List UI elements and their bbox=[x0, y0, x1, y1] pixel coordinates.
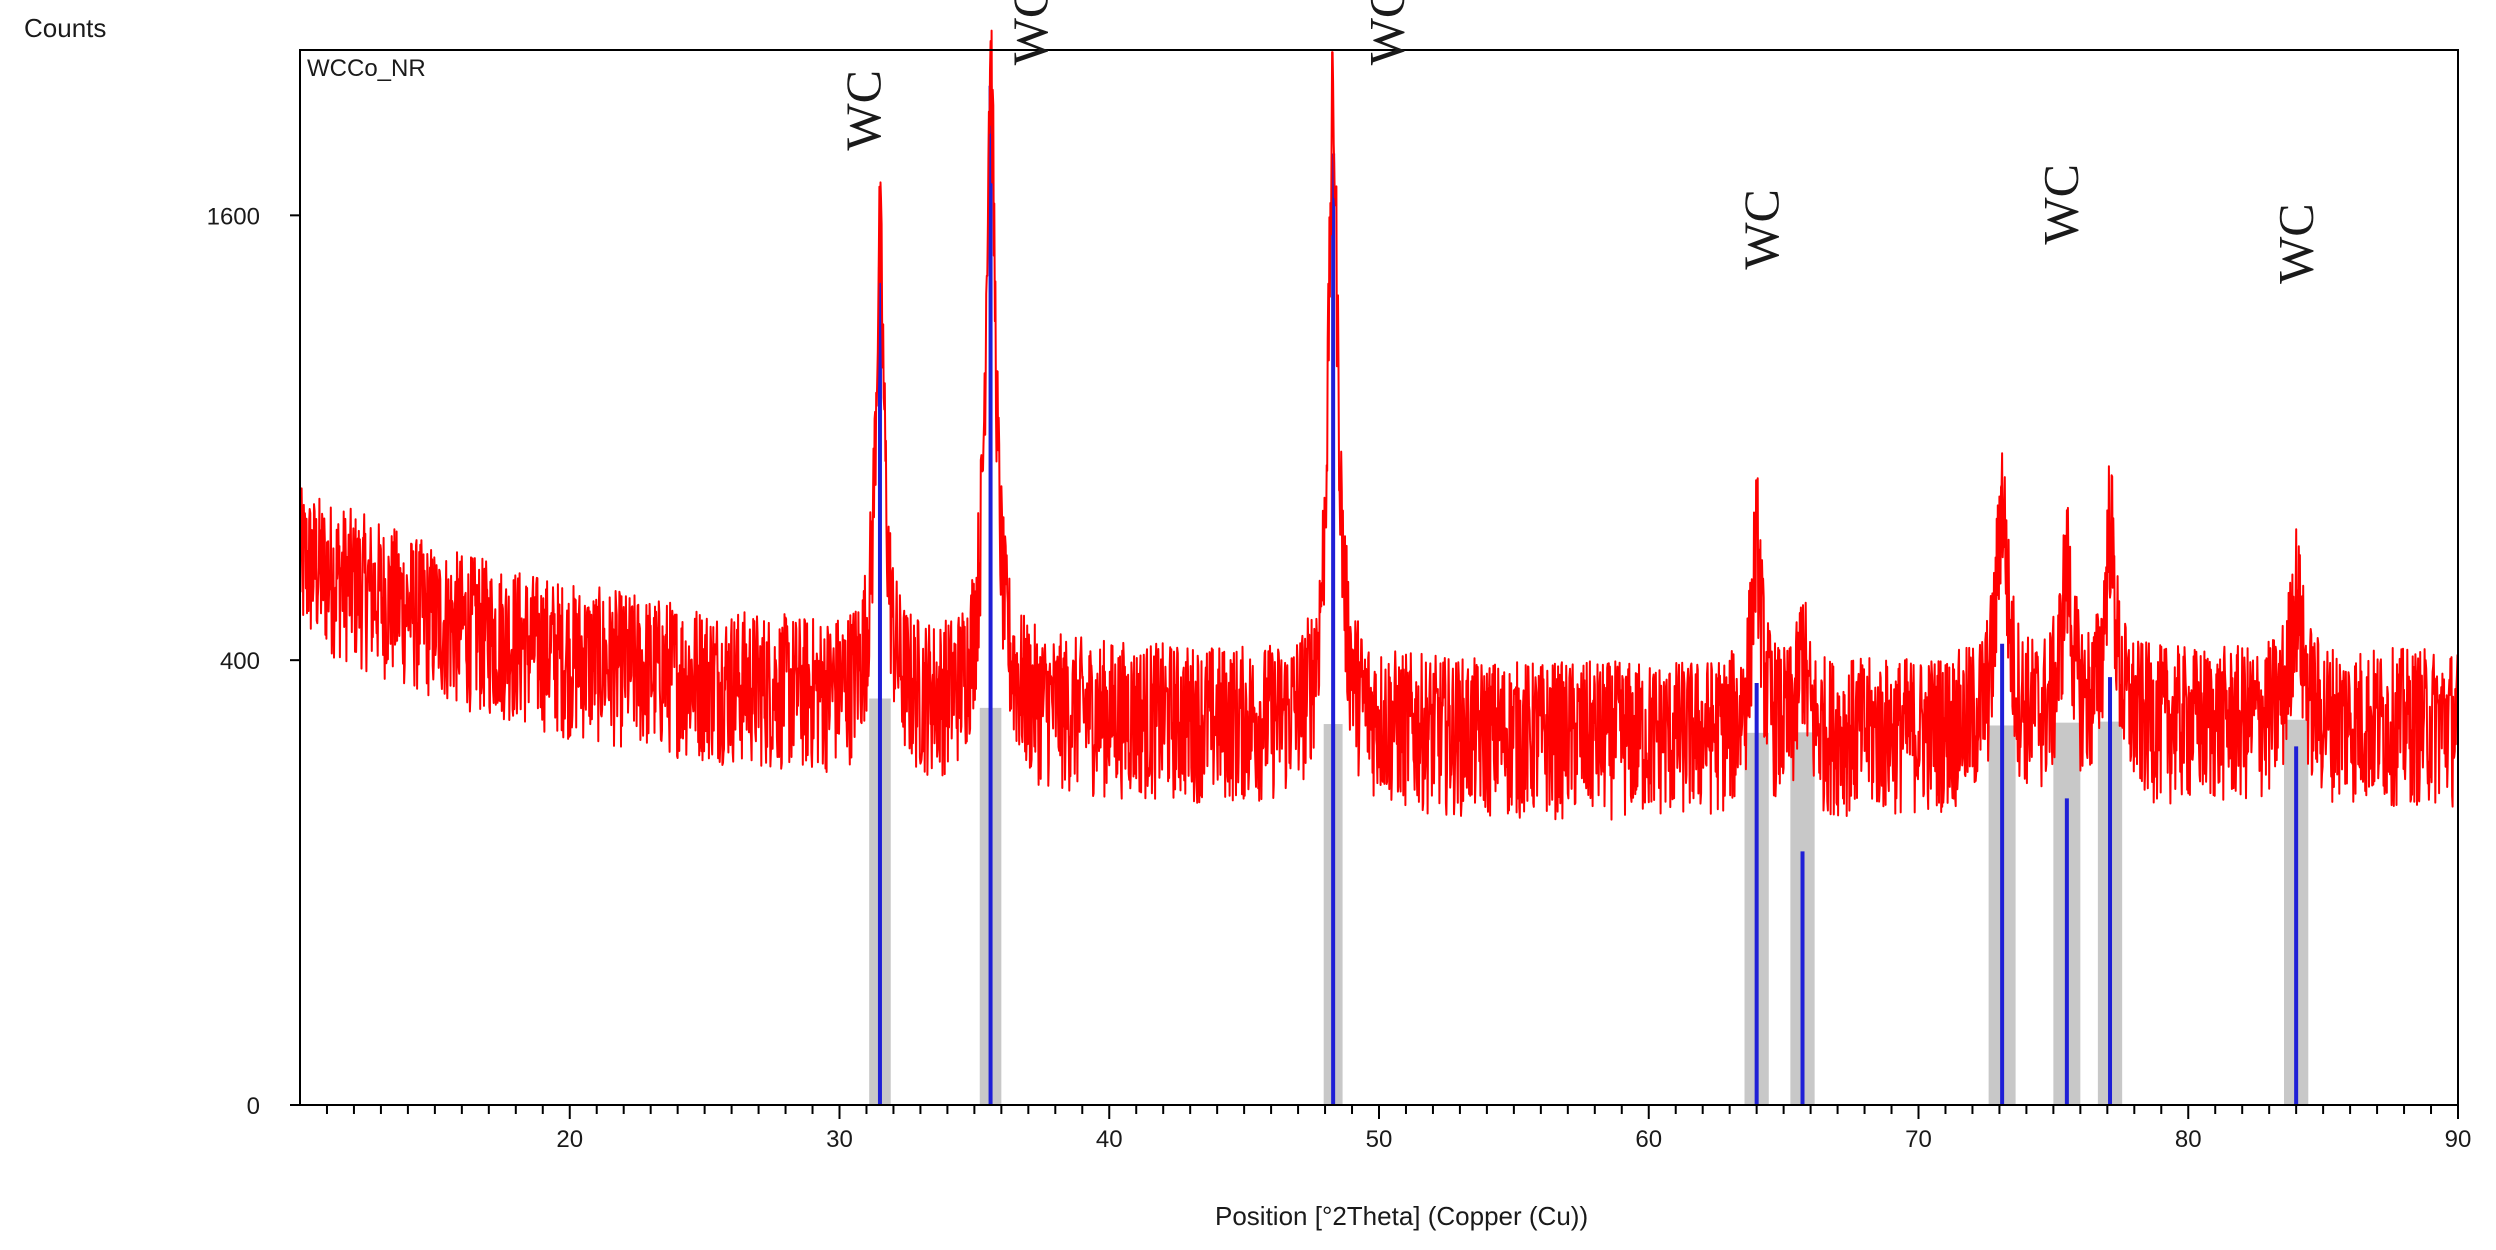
x-axis-ticks: 20 30 40 50 60 70 80 90 bbox=[325, 1105, 2472, 1153]
x-tick-label-70: 70 bbox=[1905, 1126, 1932, 1153]
peak-annotation-3: WC bbox=[1733, 189, 1789, 270]
y-axis-title: Counts bbox=[24, 13, 106, 43]
y-tick-label-0: 0 bbox=[247, 1093, 260, 1120]
plot-frame bbox=[299, 49, 2459, 1106]
sample-name-label: WCCo_NR bbox=[307, 55, 426, 82]
y-tick-label-400: 400 bbox=[220, 648, 260, 675]
x-tick-label-80: 80 bbox=[2175, 1126, 2202, 1153]
peak-annotation-4: WC bbox=[2033, 164, 2089, 245]
x-tick-label-50: 50 bbox=[1366, 1126, 1393, 1153]
x-axis-title: Position [°2Theta] (Copper (Cu)) bbox=[1215, 1201, 1588, 1231]
diffraction-pattern-line bbox=[299, 29, 2459, 821]
reference-sticks bbox=[877, 85, 2299, 1105]
peak-annotations: WC WC WC WC WC WC bbox=[835, 0, 2323, 284]
x-tick-label-20: 20 bbox=[556, 1126, 583, 1153]
x-tick-label-90: 90 bbox=[2445, 1126, 2472, 1153]
x-tick-label-40: 40 bbox=[1096, 1126, 1123, 1153]
peak-annotation-1: WC bbox=[1002, 0, 1058, 65]
x-tick-label-60: 60 bbox=[1635, 1126, 1662, 1153]
y-tick-label-1600: 1600 bbox=[207, 203, 260, 230]
peak-annotation-2: WC bbox=[1358, 0, 1414, 65]
x-tick-label-30: 30 bbox=[826, 1126, 853, 1153]
peak-annotation-5: WC bbox=[2267, 203, 2323, 284]
peak-annotation-0: WC bbox=[835, 70, 891, 151]
y-axis-ticks: 0 400 1600 bbox=[207, 203, 300, 1120]
